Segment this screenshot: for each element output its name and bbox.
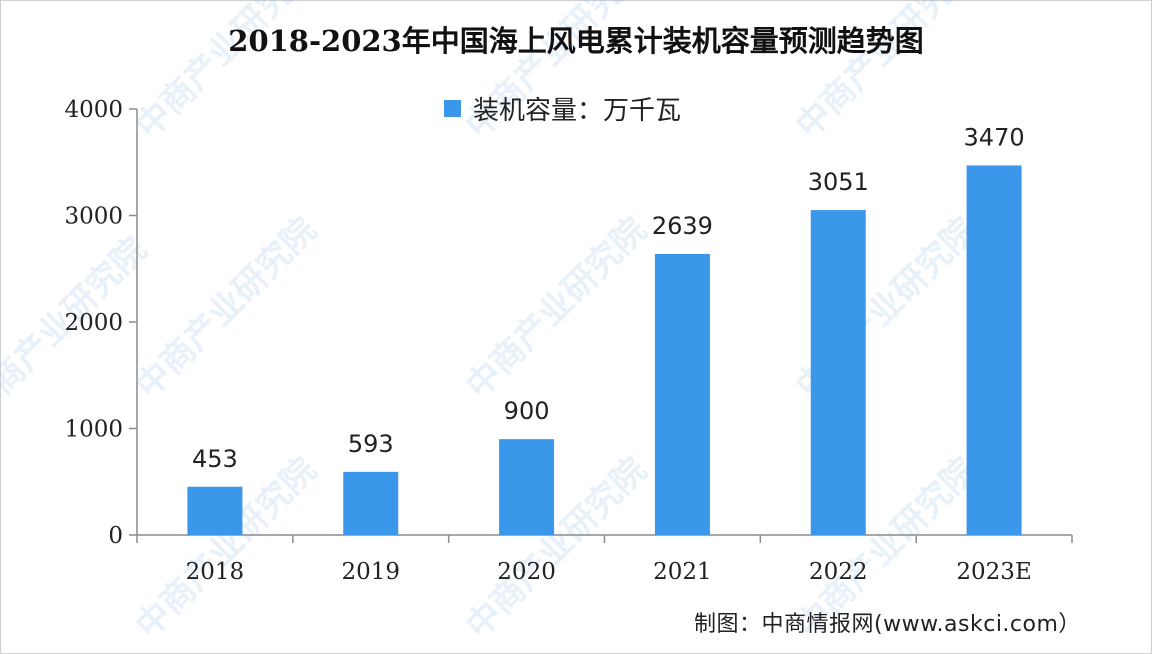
y-tick-label: 0	[108, 523, 123, 549]
x-tick-label: 2019	[341, 559, 400, 585]
y-tick-label: 3000	[64, 204, 123, 230]
x-tick-label: 2022	[809, 559, 868, 585]
data-label: 2639	[652, 212, 713, 240]
x-tick-label: 2023E	[956, 559, 1031, 585]
bar	[654, 253, 710, 535]
watermark-text: 中商产业研究院	[128, 210, 325, 407]
y-tick-label: 2000	[64, 310, 123, 336]
bar	[187, 486, 243, 535]
y-tick-label: 4000	[64, 97, 123, 123]
data-label: 3470	[964, 123, 1025, 151]
watermark-text: 中商产业研究院	[128, 450, 325, 647]
bar	[810, 210, 866, 536]
bar	[499, 439, 555, 535]
watermark-text: 中商产业研究院	[458, 450, 655, 647]
y-tick-label: 1000	[64, 417, 123, 443]
chart-title: 2018-2023年中国海上风电累计装机容量预测趋势图	[228, 24, 924, 58]
bar	[343, 471, 399, 535]
data-label: 3051	[808, 168, 869, 196]
legend-label: 装机容量：万千瓦	[473, 96, 682, 126]
source-note: 制图：中商情报网(www.askci.com）	[694, 612, 1081, 637]
data-label: 453	[192, 445, 238, 473]
watermark-text: 中商产业研究院	[458, 210, 655, 407]
data-label: 593	[348, 430, 394, 458]
x-tick-label: 2018	[186, 559, 245, 585]
x-tick-label: 2020	[497, 559, 556, 585]
data-label: 900	[504, 397, 550, 425]
legend-swatch	[444, 100, 461, 117]
bar	[966, 165, 1022, 535]
x-tick-label: 2021	[653, 559, 712, 585]
legend: 装机容量：万千瓦	[444, 90, 681, 127]
